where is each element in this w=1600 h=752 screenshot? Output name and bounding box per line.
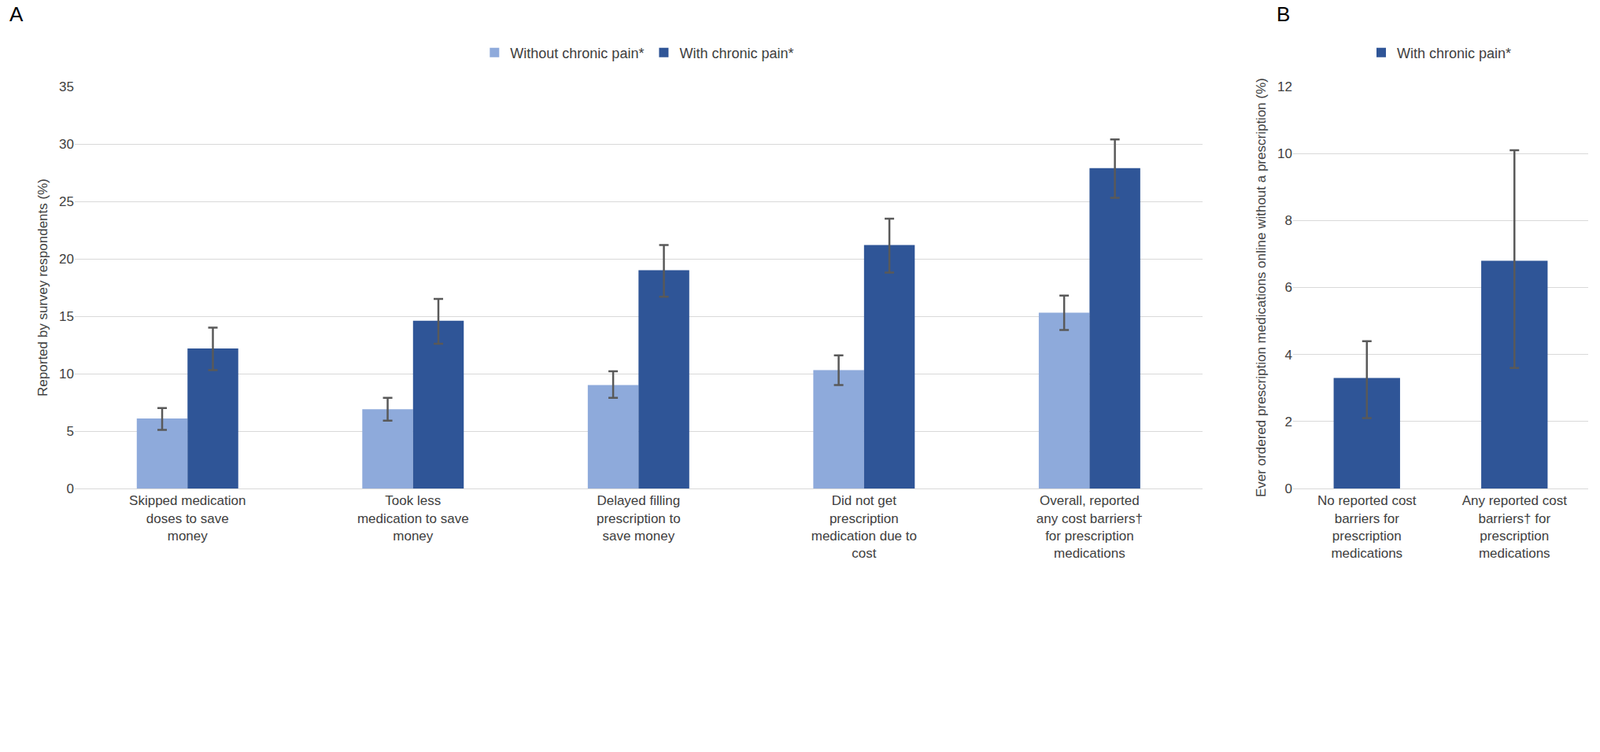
- svg-text:Ever ordered prescription medi: Ever ordered prescription medications on…: [1253, 77, 1269, 498]
- svg-text:12: 12: [1277, 79, 1293, 95]
- svg-text:Took lessmedication to savemon: Took lessmedication to savemoney: [357, 493, 470, 544]
- svg-text:10: 10: [1277, 146, 1293, 162]
- svg-text:Reported by survey respondents: Reported by survey respondents (%): [35, 178, 51, 397]
- svg-text:B: B: [1276, 2, 1290, 26]
- svg-text:No reported costbarriers forpr: No reported costbarriers forprescription…: [1317, 493, 1417, 561]
- svg-text:Without chronic pain*: Without chronic pain*: [509, 45, 644, 62]
- svg-text:2: 2: [1285, 414, 1293, 430]
- svg-text:4: 4: [1285, 347, 1293, 363]
- svg-text:0: 0: [66, 481, 74, 497]
- svg-text:With chronic pain*: With chronic pain*: [679, 45, 794, 62]
- svg-text:15: 15: [59, 309, 74, 325]
- svg-text:A: A: [9, 2, 24, 26]
- svg-text:30: 30: [59, 136, 74, 152]
- svg-text:Did not getprescriptionmedicat: Did not getprescriptionmedication due to…: [811, 493, 917, 561]
- svg-text:25: 25: [59, 194, 74, 210]
- svg-text:Skipped medicationdoses to sav: Skipped medicationdoses to savemoney: [129, 493, 246, 544]
- svg-text:10: 10: [59, 366, 74, 382]
- svg-text:20: 20: [59, 251, 74, 267]
- svg-text:Any reported costbarriers† for: Any reported costbarriers† forprescripti…: [1462, 493, 1568, 561]
- svg-text:6: 6: [1285, 280, 1293, 296]
- svg-text:0: 0: [1285, 481, 1293, 497]
- svg-text:With chronic pain*: With chronic pain*: [1396, 45, 1512, 62]
- svg-text:35: 35: [59, 79, 74, 95]
- svg-text:Overall, reportedany cost barr: Overall, reportedany cost barriers†for p…: [1036, 493, 1143, 561]
- svg-text:Delayed fillingprescription to: Delayed fillingprescription tosave money: [596, 493, 681, 544]
- svg-text:8: 8: [1285, 213, 1293, 229]
- svg-text:5: 5: [66, 424, 74, 440]
